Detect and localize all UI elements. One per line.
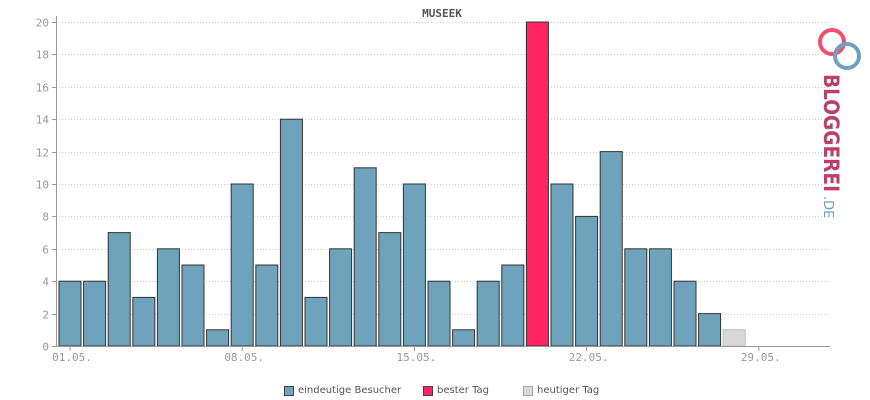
legend-label-best-day: bester Tag: [437, 385, 490, 396]
bar: [452, 329, 476, 347]
legend-item-best-day: bester Tag: [423, 385, 489, 396]
bar: [83, 280, 107, 347]
y-axis-ticks: 0 2 4 6 8 10 12 14 16 18 20: [36, 17, 56, 354]
bar: [132, 296, 156, 347]
legend-item-visitors: eindeutige Besucher: [284, 385, 401, 396]
bar: [181, 264, 205, 347]
bar: [402, 183, 426, 347]
bar: [378, 232, 402, 347]
legend: eindeutige Besucher bester Tag heutiger …: [0, 385, 870, 399]
legend-swatch-visitors: [284, 385, 294, 396]
x-tick-label: 01.05.: [52, 351, 92, 364]
legend-swatch-today: [523, 385, 533, 396]
bar: [648, 248, 672, 347]
bloggerei-logo-icon: [818, 28, 861, 70]
x-tick-label: 29.05.: [741, 351, 781, 364]
bars: [58, 21, 746, 347]
bar: [427, 280, 451, 347]
bar: [599, 151, 623, 347]
logo-text: BLOGGEREI: [819, 74, 843, 192]
y-tick-label: 0: [42, 341, 49, 354]
bar: [624, 248, 648, 347]
bar: [550, 183, 574, 347]
x-tick-label: 15.05.: [397, 351, 437, 364]
bar: [698, 313, 722, 347]
x-tick-label: 22.05.: [569, 351, 609, 364]
y-tick-label: 6: [42, 244, 49, 257]
bar: [501, 264, 525, 347]
y-tick-label: 10: [36, 179, 49, 192]
chart-title: MUSEEK: [422, 7, 462, 20]
y-tick-label: 18: [36, 49, 49, 62]
bar-best-day: [525, 21, 549, 347]
bar: [329, 248, 353, 347]
legend-label-today: heutiger Tag: [537, 385, 600, 396]
y-tick-label: 2: [42, 309, 49, 322]
axes: [56, 16, 830, 347]
bar: [156, 248, 180, 347]
bloggerei-logo: BLOGGEREI .DE: [812, 18, 870, 218]
bar: [230, 183, 254, 347]
legend-label-visitors: eindeutige Besucher: [298, 385, 402, 396]
legend-swatch-best-day: [423, 385, 433, 396]
bar: [58, 280, 82, 347]
logo-suffix: .DE: [820, 196, 835, 218]
bar: [206, 329, 230, 347]
bar: [476, 280, 500, 347]
x-tick-label: 08.05.: [224, 351, 264, 364]
bar: [279, 118, 303, 347]
y-tick-label: 14: [36, 114, 50, 127]
bar-today: [722, 329, 746, 347]
y-tick-label: 4: [42, 276, 49, 289]
x-axis-ticks: 01.05. 08.05. 15.05. 22.05. 29.05.: [52, 346, 781, 364]
bar: [673, 280, 697, 347]
bar: [304, 296, 328, 347]
bar: [255, 264, 279, 347]
y-tick-label: 16: [36, 82, 49, 95]
legend-item-today: heutiger Tag: [523, 385, 599, 396]
bar: [353, 167, 377, 347]
y-tick-label: 12: [36, 147, 49, 160]
bar: [107, 232, 131, 347]
y-tick-label: 20: [36, 17, 49, 30]
bar: [575, 215, 599, 347]
y-tick-label: 8: [42, 211, 49, 224]
